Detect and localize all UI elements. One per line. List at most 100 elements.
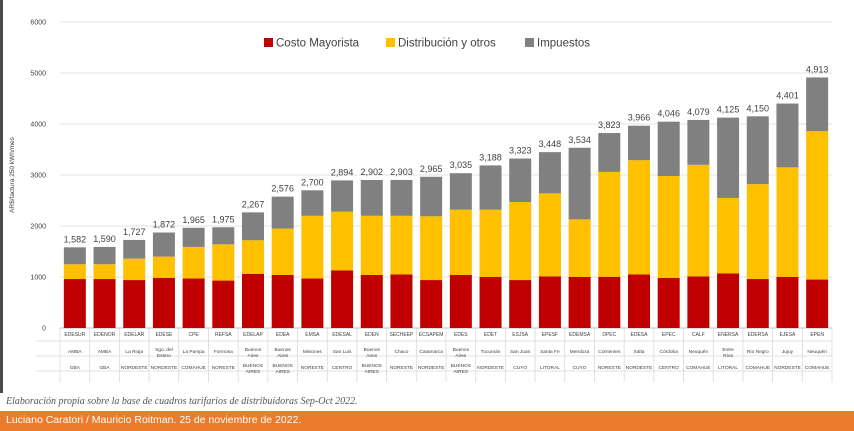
bar-total-label: 3,448	[539, 139, 562, 149]
bar-segment	[93, 246, 116, 265]
x-province-label-line: Estero	[157, 353, 171, 359]
bar-total-label: 2,965	[420, 164, 443, 174]
bar-segment	[152, 256, 175, 279]
bar-segment	[449, 274, 472, 328]
bar-total-label: 1,872	[153, 220, 176, 230]
x-region-label: NORESTE	[598, 365, 621, 371]
x-province-label: Corrientes	[598, 349, 621, 355]
bar-segment	[360, 215, 383, 275]
bar-segment	[420, 280, 443, 328]
bar-segment	[687, 276, 710, 328]
bar-segment	[746, 184, 769, 280]
x-province-label-line: Buenos	[364, 347, 381, 353]
x-region-label: NORDESTE	[626, 365, 653, 371]
bar-segment	[123, 280, 146, 328]
bar-segment	[390, 274, 413, 328]
bar-segment	[628, 274, 650, 328]
bar-total-label: 3,323	[509, 146, 532, 156]
left-border-line	[0, 0, 3, 393]
bar-segment	[271, 196, 294, 229]
bar-segment	[123, 258, 146, 281]
bar-segment	[360, 179, 383, 216]
x-province-label-line: Aires	[455, 353, 467, 359]
x-region-label-line: AIRES	[246, 369, 260, 375]
bar-segment	[301, 215, 324, 279]
bar-segment	[479, 165, 502, 210]
bar-segment	[479, 209, 502, 277]
bar-segment	[746, 116, 769, 185]
x-province-label: Misiones	[303, 349, 323, 355]
x-province-label-line: Buenos	[245, 347, 262, 353]
x-region-label: NORDESTE	[121, 365, 148, 371]
bar-total-label: 4,046	[657, 109, 680, 119]
total-labels: 1,582 1,590 1,727 1,872 1,965 1,975 2,267 2,576…	[64, 64, 829, 244]
bar-total-label: 4,913	[806, 64, 829, 74]
bar-segment	[509, 202, 532, 281]
bar-segment	[657, 176, 680, 279]
x-province-label: Neuquén	[807, 349, 827, 355]
x-region-label-line: AIRES	[365, 369, 379, 375]
bar-segment	[63, 247, 86, 265]
x-region-label: CUYO	[573, 365, 587, 371]
source-caption: Elaboración propia sobre la base de cuad…	[6, 396, 358, 407]
x-region-label: GBA	[70, 365, 81, 371]
x-province-label-line: Ríos	[723, 353, 733, 359]
bar-segment	[242, 240, 264, 274]
x-tick-label: EDEA	[276, 332, 290, 338]
legend-label: Distribución y otros	[398, 38, 496, 50]
bar-total-label: 1,727	[123, 227, 146, 237]
bar-total-label: 4,079	[687, 107, 710, 117]
bar-segment	[390, 179, 413, 216]
bar-segment	[598, 133, 621, 172]
bar-segment	[776, 167, 799, 277]
x-province-label: Córdoba	[659, 349, 678, 355]
legend: Costo Mayorista Distribución y otros Impue…	[264, 38, 590, 50]
bar-segment	[657, 278, 680, 328]
bar-segment	[717, 197, 740, 274]
bar-segment	[182, 278, 205, 328]
y-axis-ticks: 0 1000 2000 3000 4000 5000 6000	[30, 20, 46, 333]
bar-segment	[449, 173, 472, 210]
bar-segment	[568, 147, 591, 220]
x-region-label: CENTRO	[332, 365, 353, 371]
bar-segment	[598, 171, 621, 277]
bar-segment	[152, 232, 175, 257]
bar-segment	[806, 131, 829, 280]
x-region-label-line: AIRES	[454, 369, 468, 375]
bar-segment	[687, 119, 710, 165]
x-tick-label: ESJSA	[512, 332, 529, 338]
bar-segment	[63, 264, 86, 280]
bar-segment	[123, 239, 146, 259]
x-province-label-line: Sgo. del	[155, 347, 173, 353]
x-province-label-line: Buenos	[453, 347, 470, 353]
x-tick-label: EMSA	[305, 332, 320, 338]
x-region-label: NORDESTE	[774, 365, 801, 371]
bar-total-label: 3,966	[628, 113, 651, 123]
bar-total-label: 3,188	[479, 152, 502, 162]
bar-segment	[301, 278, 324, 328]
x-province-label: Mendoza	[570, 349, 590, 355]
bar-segment	[717, 117, 740, 198]
y-tick-label: 6000	[30, 20, 46, 27]
x-tick-label: EDEMSA	[569, 332, 591, 338]
bar-segment	[657, 121, 680, 177]
bar-total-label: 1,965	[182, 215, 205, 225]
x-tick-label: ECSAPEM	[419, 332, 443, 338]
x-province-label: Entre Ríos	[722, 347, 734, 359]
x-region-label: NORDESTE	[151, 365, 178, 371]
legend-swatch	[525, 38, 534, 47]
x-tick-label: CALF	[692, 332, 705, 338]
bar-segment	[568, 277, 591, 328]
bar-total-label: 2,903	[390, 167, 413, 177]
bar-segment	[242, 212, 264, 241]
bar-total-label: 3,823	[598, 120, 621, 130]
x-region-label: NORESTE	[301, 365, 324, 371]
bar-segment	[687, 164, 710, 277]
bar-segment	[331, 180, 354, 212]
x-tick-label: DPEC	[602, 332, 616, 338]
legend-swatch	[264, 38, 273, 47]
bar-segment	[360, 274, 383, 328]
bar-total-label: 3,035	[450, 160, 473, 170]
x-province-label: Santa Fe	[540, 349, 560, 355]
legend-label: Impuestos	[537, 38, 590, 50]
